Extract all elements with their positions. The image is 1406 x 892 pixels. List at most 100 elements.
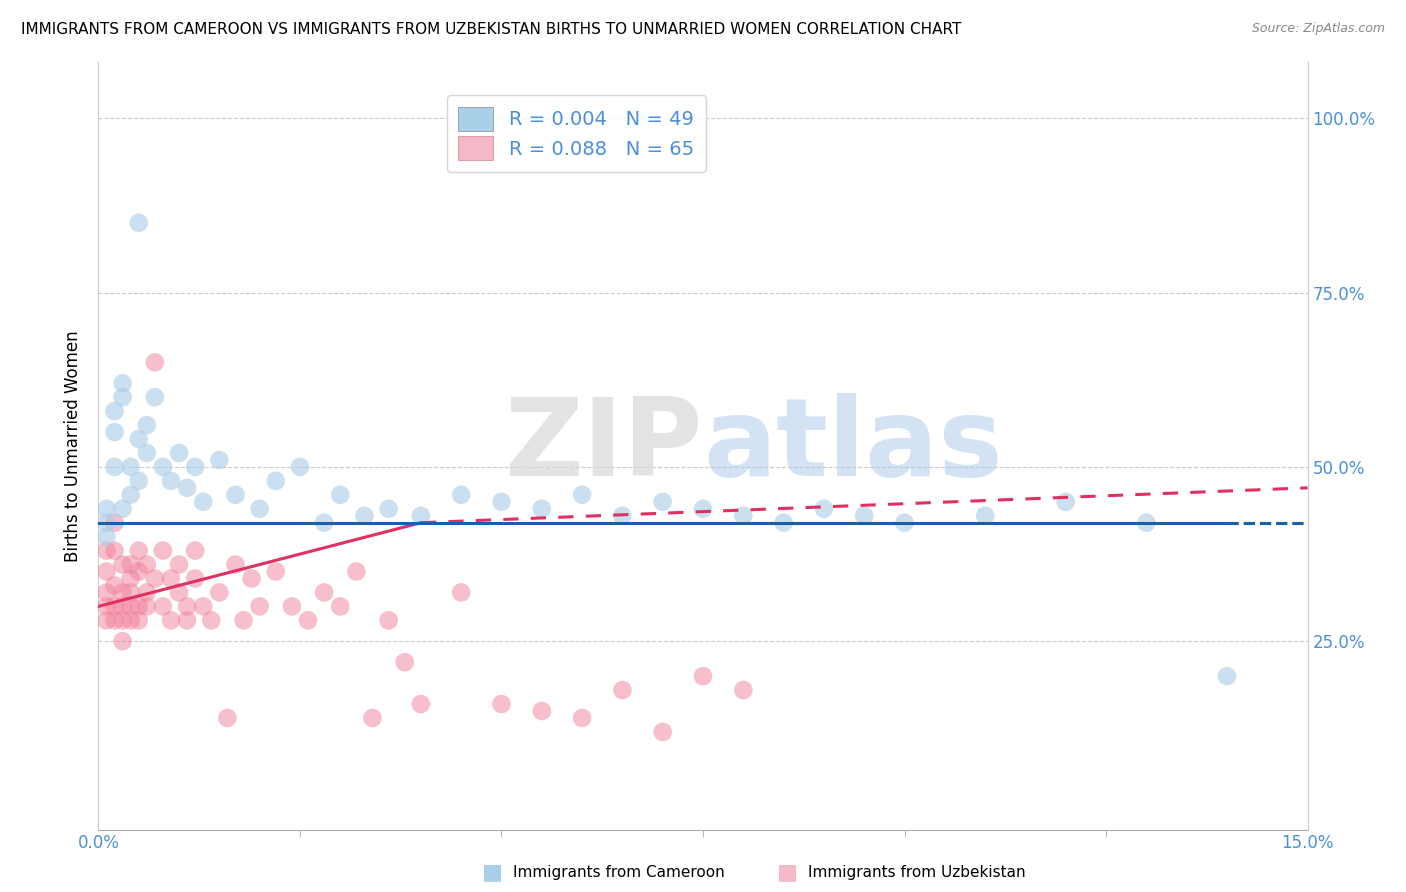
Point xyxy=(208,453,231,467)
Point xyxy=(111,558,134,572)
Point xyxy=(143,572,166,586)
Y-axis label: Births to Unmarried Women: Births to Unmarried Women xyxy=(65,330,83,562)
Point xyxy=(135,418,157,433)
Point xyxy=(772,516,794,530)
Text: Source: ZipAtlas.com: Source: ZipAtlas.com xyxy=(1251,22,1385,36)
Point xyxy=(1135,516,1157,530)
Point xyxy=(813,501,835,516)
Point xyxy=(314,585,336,599)
Point xyxy=(120,558,142,572)
Point xyxy=(571,488,593,502)
Point xyxy=(120,599,142,614)
Point xyxy=(224,558,246,572)
Point xyxy=(1216,669,1239,683)
Point xyxy=(853,508,876,523)
Point xyxy=(491,495,513,509)
Point xyxy=(264,565,287,579)
Point xyxy=(103,578,125,592)
Point xyxy=(167,446,190,460)
Point xyxy=(152,599,174,614)
Point xyxy=(96,501,118,516)
Point xyxy=(329,599,352,614)
Text: IMMIGRANTS FROM CAMEROON VS IMMIGRANTS FROM UZBEKISTAN BIRTHS TO UNMARRIED WOMEN: IMMIGRANTS FROM CAMEROON VS IMMIGRANTS F… xyxy=(21,22,962,37)
Point xyxy=(344,565,367,579)
Point xyxy=(120,459,142,474)
Point xyxy=(111,585,134,599)
Point xyxy=(152,543,174,558)
Text: atlas: atlas xyxy=(703,393,1002,499)
Point xyxy=(103,404,125,418)
Point xyxy=(160,474,183,488)
Point xyxy=(208,585,231,599)
Point xyxy=(111,634,134,648)
Point xyxy=(120,613,142,627)
Point xyxy=(232,613,254,627)
Point xyxy=(103,459,125,474)
Point xyxy=(143,390,166,404)
Point xyxy=(530,704,553,718)
Point xyxy=(193,495,215,509)
Point xyxy=(176,599,198,614)
Point xyxy=(103,599,125,614)
Point xyxy=(974,508,997,523)
Point xyxy=(1054,495,1077,509)
Text: ZIP: ZIP xyxy=(505,393,703,499)
Point xyxy=(103,613,125,627)
Point xyxy=(96,543,118,558)
Point xyxy=(128,432,150,446)
Point xyxy=(491,697,513,711)
Point xyxy=(135,585,157,599)
Point xyxy=(128,216,150,230)
Point xyxy=(329,488,352,502)
Point xyxy=(96,599,118,614)
Point xyxy=(353,508,375,523)
Point xyxy=(450,585,472,599)
Point xyxy=(733,508,755,523)
Point xyxy=(128,543,150,558)
Point xyxy=(530,501,553,516)
Point xyxy=(103,543,125,558)
Point xyxy=(281,599,304,614)
Point xyxy=(612,508,634,523)
Point xyxy=(893,516,915,530)
Point xyxy=(111,390,134,404)
Point xyxy=(111,613,134,627)
Point xyxy=(200,613,222,627)
Point xyxy=(394,655,416,669)
Point xyxy=(184,572,207,586)
Point xyxy=(103,425,125,439)
Point xyxy=(96,516,118,530)
Point xyxy=(160,613,183,627)
Point xyxy=(120,585,142,599)
Point xyxy=(103,516,125,530)
Point xyxy=(612,683,634,698)
Point xyxy=(128,599,150,614)
Point xyxy=(111,376,134,391)
Point xyxy=(120,572,142,586)
Point xyxy=(128,565,150,579)
Point xyxy=(733,683,755,698)
Point xyxy=(193,599,215,614)
Point xyxy=(361,711,384,725)
Legend: R = 0.004   N = 49, R = 0.088   N = 65: R = 0.004 N = 49, R = 0.088 N = 65 xyxy=(447,95,706,172)
Point xyxy=(288,459,311,474)
Point xyxy=(377,501,399,516)
Text: Immigrants from Cameroon: Immigrants from Cameroon xyxy=(513,865,725,880)
Point xyxy=(152,459,174,474)
Point xyxy=(128,474,150,488)
Point xyxy=(240,572,263,586)
Point xyxy=(450,488,472,502)
Point xyxy=(120,488,142,502)
Point xyxy=(651,725,673,739)
Point xyxy=(409,508,432,523)
Point xyxy=(96,565,118,579)
Point xyxy=(692,669,714,683)
Point xyxy=(143,355,166,369)
Point xyxy=(409,697,432,711)
Point xyxy=(571,711,593,725)
Point xyxy=(217,711,239,725)
Point xyxy=(314,516,336,530)
Point xyxy=(184,543,207,558)
Point xyxy=(692,501,714,516)
Text: ■: ■ xyxy=(482,863,502,882)
